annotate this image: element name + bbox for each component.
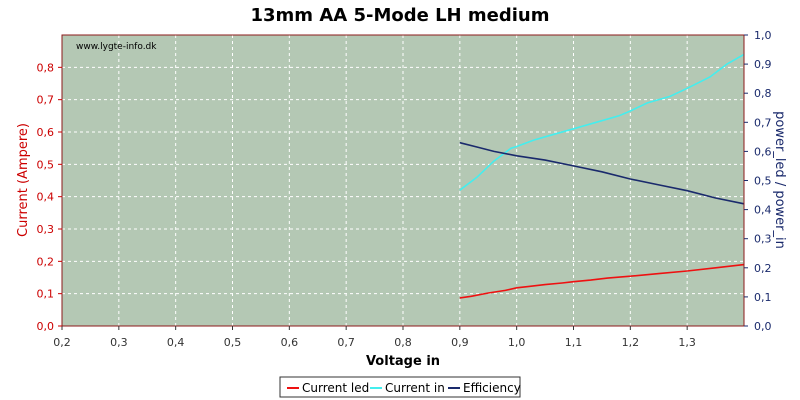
y-left-tick-label: 0,4 — [37, 191, 55, 204]
chart-title: 13mm AA 5-Mode LH medium — [251, 5, 550, 26]
series-line-current-in — [459, 53, 745, 191]
legend-label-current-led: Current led — [302, 381, 369, 395]
y-right-tick-label: 0,7 — [754, 116, 772, 129]
y-right-axis-ticks: 0,0 0,1 0,2 0,3 0,4 0,5 0,6 0,7 0,8 0,9 1,0 — [744, 29, 772, 333]
x-tick-label: 0,5 — [224, 336, 242, 349]
y-right-tick-label: 0,5 — [754, 175, 772, 188]
y-left-tick-label: 0,1 — [37, 288, 55, 301]
watermark: www.lygte-info.dk — [76, 42, 157, 52]
series-line-current-led — [459, 263, 745, 299]
x-axis-title: Voltage in — [366, 354, 440, 369]
x-axis-ticks: 0,2 0,3 0,4 0,5 0,6 0,7 0,8 0,9 1,0 1,1 1,2 1,3 — [53, 326, 696, 349]
y-right-tick-label: 0,8 — [754, 87, 772, 100]
y-right-tick-label: 0,6 — [754, 145, 772, 158]
x-tick-label: 1,3 — [678, 336, 696, 349]
y-left-tick-label: 0,7 — [37, 94, 55, 107]
x-tick-label: 1,2 — [622, 336, 640, 349]
legend: Current led Current in Efficiency — [279, 376, 521, 398]
y-right-tick-label: 0,9 — [754, 58, 772, 71]
x-tick-label: 0,6 — [281, 336, 299, 349]
y-left-tick-label: 0,3 — [37, 223, 55, 236]
x-tick-label: 0,7 — [337, 336, 355, 349]
y-right-tick-label: 0,0 — [754, 320, 772, 333]
x-tick-label: 1,0 — [508, 336, 526, 349]
x-tick-label: 0,2 — [53, 336, 71, 349]
y-left-tick-label: 0,0 — [37, 320, 55, 333]
y-right-tick-label: 0,2 — [754, 262, 772, 275]
y-left-tick-label: 0,8 — [37, 61, 55, 74]
grid-lines — [62, 35, 744, 326]
y-left-tick-label: 0,5 — [37, 158, 55, 171]
x-tick-label: 0,9 — [451, 336, 469, 349]
x-tick-label: 0,8 — [394, 336, 412, 349]
y-left-axis-ticks: 0,0 0,1 0,2 0,3 0,4 0,5 0,6 0,7 0,8 — [37, 61, 62, 333]
y-left-tick-label: 0,6 — [37, 126, 55, 139]
y-right-tick-label: 1,0 — [754, 29, 772, 42]
legend-box — [279, 376, 521, 398]
y-right-tick-label: 0,4 — [754, 204, 772, 217]
series-layer — [459, 53, 745, 299]
y-right-tick-label: 0,1 — [754, 291, 772, 304]
y-left-tick-label: 0,2 — [37, 255, 55, 268]
y-right-axis-title: power_led / power_in — [772, 111, 787, 249]
legend-label-efficiency: Efficiency — [463, 381, 521, 395]
x-tick-label: 0,4 — [167, 336, 185, 349]
series-line-efficiency — [459, 141, 745, 205]
x-tick-label: 1,1 — [565, 336, 583, 349]
x-tick-label: 0,3 — [110, 336, 128, 349]
legend-label-current-in: Current in — [385, 381, 445, 395]
y-right-tick-label: 0,3 — [754, 233, 772, 246]
y-left-axis-title: Current (Ampere) — [16, 123, 31, 237]
